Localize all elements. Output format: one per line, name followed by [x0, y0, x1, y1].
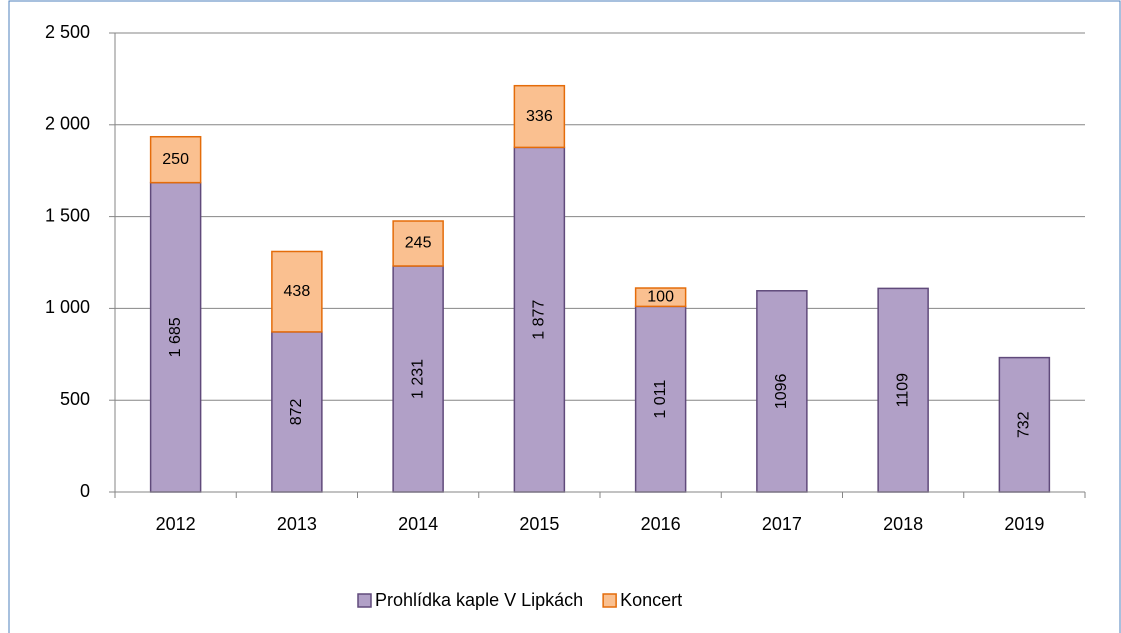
x-tick-label: 2015	[519, 514, 559, 534]
value-label: 1 877	[531, 300, 548, 340]
legend-swatch	[602, 593, 617, 608]
y-tick-label: 0	[80, 481, 90, 501]
bar-segment	[634, 305, 687, 493]
bar-segment	[149, 135, 202, 184]
x-tick-label: 2014	[398, 514, 438, 534]
y-tick-label: 2 500	[45, 22, 90, 42]
legend-swatch	[357, 593, 372, 608]
value-label: 1 685	[167, 317, 184, 357]
value-label: 872	[288, 399, 305, 426]
value-label: 1109	[894, 373, 911, 408]
bar-segment	[149, 181, 202, 493]
x-tick-label: 2019	[1004, 514, 1044, 534]
value-label: 100	[647, 288, 674, 305]
y-tick-label: 2 000	[45, 114, 90, 134]
y-tick-label: 500	[60, 389, 90, 409]
value-label: 1 231	[409, 359, 426, 399]
bar-segment	[271, 250, 323, 333]
bar-segment	[271, 331, 323, 493]
x-tick-label: 2012	[156, 514, 196, 534]
x-tick-label: 2017	[762, 514, 802, 534]
bar-segment	[634, 287, 687, 308]
bar-segment	[756, 290, 808, 493]
y-tick-label: 1 500	[45, 205, 90, 225]
x-tick-label: 2013	[277, 514, 317, 534]
bar-segment	[513, 146, 566, 493]
value-label: 1 011	[652, 380, 669, 419]
value-label: 336	[526, 108, 553, 125]
value-label: 250	[162, 151, 189, 168]
value-label: 245	[405, 235, 432, 252]
frame	[8, 0, 1121, 633]
x-tick-label: 2016	[641, 514, 681, 534]
legend-label: Prohlídka kaple V Lipkách	[375, 590, 583, 610]
bar-segment	[877, 287, 929, 493]
bar-segment	[392, 220, 444, 267]
legend-label: Koncert	[620, 590, 682, 610]
value-label: 1096	[773, 373, 790, 409]
x-tick-label: 2018	[883, 514, 923, 534]
y-tick-label: 1 000	[45, 297, 90, 317]
value-label: 732	[1016, 411, 1033, 438]
bar-segment	[998, 356, 1051, 493]
bar-segment	[513, 84, 566, 149]
value-label: 438	[284, 283, 311, 300]
